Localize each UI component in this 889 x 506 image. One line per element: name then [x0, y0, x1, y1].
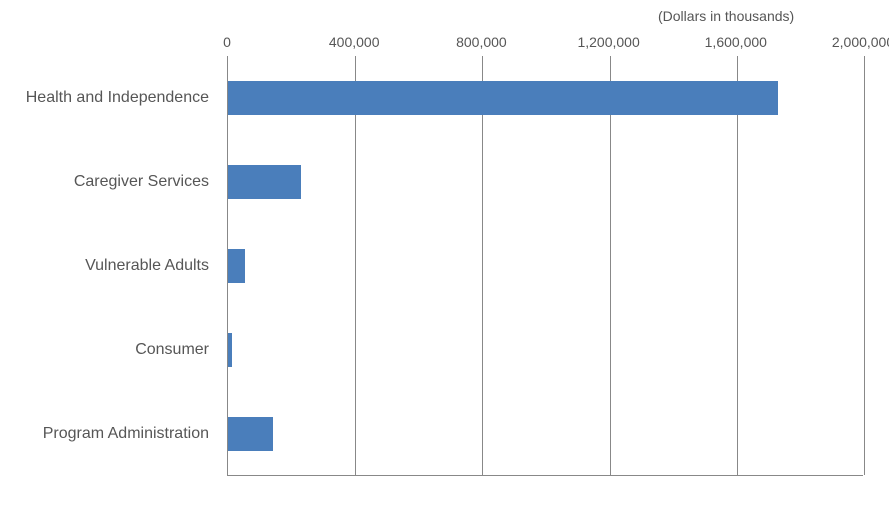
plot-area [227, 56, 863, 476]
x-tick-label: 1,200,000 [577, 34, 639, 50]
x-tick-label: 1,600,000 [705, 34, 767, 50]
y-tick-label: Consumer [0, 341, 209, 359]
y-tick-label: Health and Independence [0, 89, 209, 107]
gridline [355, 56, 356, 475]
y-tick-label: Caregiver Services [0, 173, 209, 191]
x-tick-label: 2,000,000 [832, 34, 889, 50]
y-tick-label: Vulnerable Adults [0, 257, 209, 275]
bar [228, 249, 245, 283]
chart-subtitle: (Dollars in thousands) [658, 8, 794, 24]
bar [228, 333, 232, 367]
gridline [482, 56, 483, 475]
gridline [610, 56, 611, 475]
x-tick-label: 0 [223, 34, 231, 50]
bar [228, 417, 273, 451]
chart-container: (Dollars in thousands) 0 400,000 800,000 1,… [0, 0, 889, 506]
gridline [864, 56, 865, 475]
gridline [737, 56, 738, 475]
y-tick-label: Program Administration [0, 425, 209, 443]
bar [228, 165, 301, 199]
x-tick-label: 800,000 [456, 34, 507, 50]
bar [228, 81, 778, 115]
x-tick-label: 400,000 [329, 34, 380, 50]
